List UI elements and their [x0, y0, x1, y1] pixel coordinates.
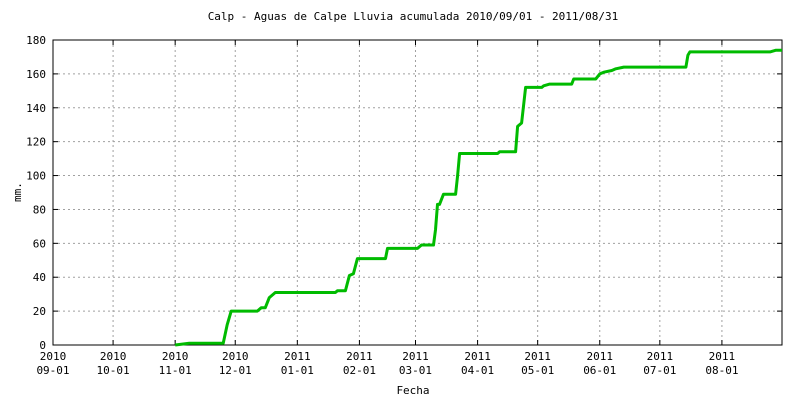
- x-tick-label: 2011: [587, 350, 614, 363]
- y-tick-label: 60: [33, 237, 46, 250]
- x-tick-label: 2011: [647, 350, 674, 363]
- x-tick-label: 01-01: [281, 364, 314, 377]
- x-tick-label: 05-01: [521, 364, 554, 377]
- x-tick-label: 2010: [222, 350, 249, 363]
- x-tick-label: 2011: [524, 350, 551, 363]
- x-tick-label: 09-01: [36, 364, 69, 377]
- y-axis-label: mm.: [11, 182, 24, 202]
- x-tick-label: 12-01: [219, 364, 252, 377]
- chart-title: Calp - Aguas de Calpe Lluvia acumulada 2…: [208, 10, 619, 23]
- x-tick-label: 2010: [162, 350, 189, 363]
- y-tick-label: 160: [26, 68, 46, 81]
- x-tick-label: 2011: [464, 350, 491, 363]
- y-tick-label: 140: [26, 102, 46, 115]
- x-tick-label: 03-01: [399, 364, 432, 377]
- x-tick-label: 2011: [709, 350, 736, 363]
- x-tick-label: 2011: [346, 350, 373, 363]
- data-line: [175, 48, 782, 347]
- x-tick-label: 06-01: [583, 364, 616, 377]
- y-tick-label: 80: [33, 203, 46, 216]
- x-tick-label: 08-01: [705, 364, 738, 377]
- x-tick-label: 02-01: [343, 364, 376, 377]
- x-tick-label: 2010: [40, 350, 67, 363]
- x-tick-label: 11-01: [159, 364, 192, 377]
- y-tick-label: 20: [33, 305, 46, 318]
- x-tick-label: 04-01: [461, 364, 494, 377]
- y-tick-label: 120: [26, 136, 46, 149]
- x-tick-label: 2011: [284, 350, 311, 363]
- x-tick-label: 2011: [402, 350, 429, 363]
- x-axis-label: Fecha: [396, 384, 429, 397]
- x-tick-label: 2010: [100, 350, 127, 363]
- plot-frame: [52, 39, 783, 346]
- y-tick-label: 40: [33, 271, 46, 284]
- x-tick-label: 07-01: [643, 364, 676, 377]
- y-tick-label: 0: [39, 339, 46, 352]
- x-tick-label: 10-01: [97, 364, 130, 377]
- y-tick-label: 100: [26, 170, 46, 183]
- y-tick-label: 180: [26, 34, 46, 47]
